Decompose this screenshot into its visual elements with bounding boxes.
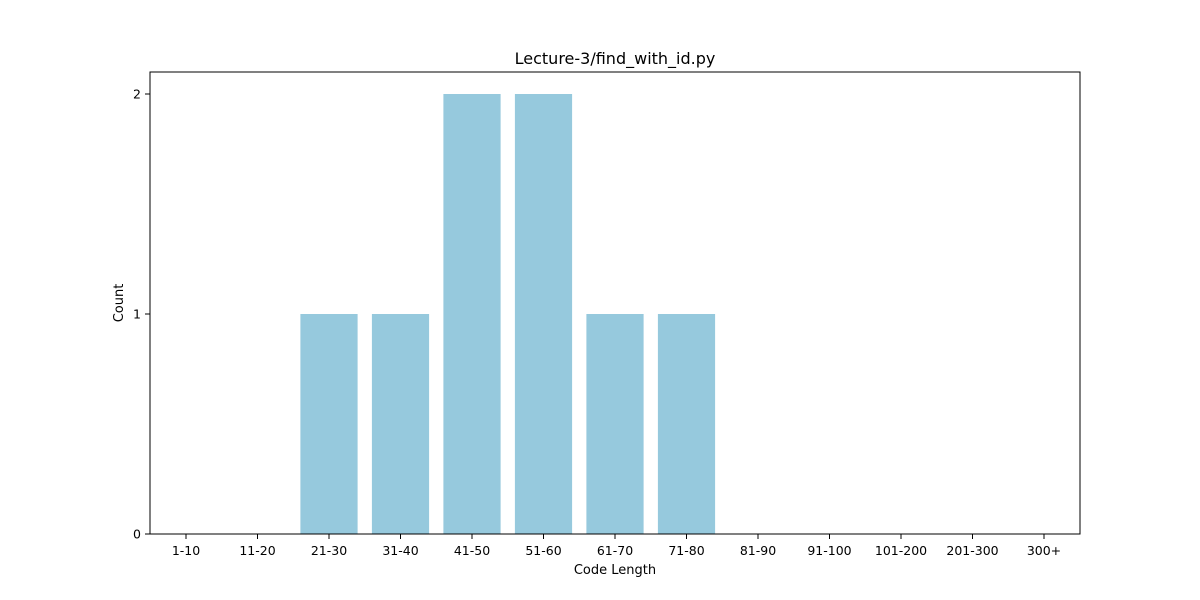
x-tick-label: 31-40 xyxy=(382,543,418,558)
bar-61-70 xyxy=(586,314,644,534)
x-tick-label: 81-90 xyxy=(740,543,776,558)
bar-21-30 xyxy=(300,314,358,534)
y-tick-label: 2 xyxy=(133,87,141,102)
x-tick-label: 91-100 xyxy=(807,543,851,558)
chart-title: Lecture-3/find_with_id.py xyxy=(515,49,716,69)
bar-41-50 xyxy=(443,94,501,534)
x-tick-label: 101-200 xyxy=(875,543,927,558)
y-tick-label: 0 xyxy=(133,527,141,542)
x-tick-label: 61-70 xyxy=(597,543,633,558)
x-tick-label: 71-80 xyxy=(668,543,704,558)
x-tick-label: 11-20 xyxy=(239,543,275,558)
bar-51-60 xyxy=(514,94,573,534)
x-tick-label: 201-300 xyxy=(946,543,998,558)
x-axis-label: Code Length xyxy=(574,563,656,578)
y-axis-ticks: 0 1 2 xyxy=(133,87,150,542)
x-axis-ticks: 1-10 11-20 21-30 31-40 41-50 51-60 61-70 71-80 8… xyxy=(172,534,1061,558)
bars-group xyxy=(300,94,716,534)
x-tick-label: 300+ xyxy=(1027,543,1061,558)
x-tick-label: 21-30 xyxy=(311,543,347,558)
x-tick-label: 1-10 xyxy=(172,543,200,558)
y-tick-label: 1 xyxy=(133,307,141,322)
x-tick-label: 51-60 xyxy=(525,543,561,558)
bar-71-80 xyxy=(657,314,716,534)
x-tick-label: 41-50 xyxy=(454,543,490,558)
plot-frame xyxy=(149,71,1081,535)
bar-31-40 xyxy=(371,314,430,534)
y-axis-label: Count xyxy=(112,284,127,323)
